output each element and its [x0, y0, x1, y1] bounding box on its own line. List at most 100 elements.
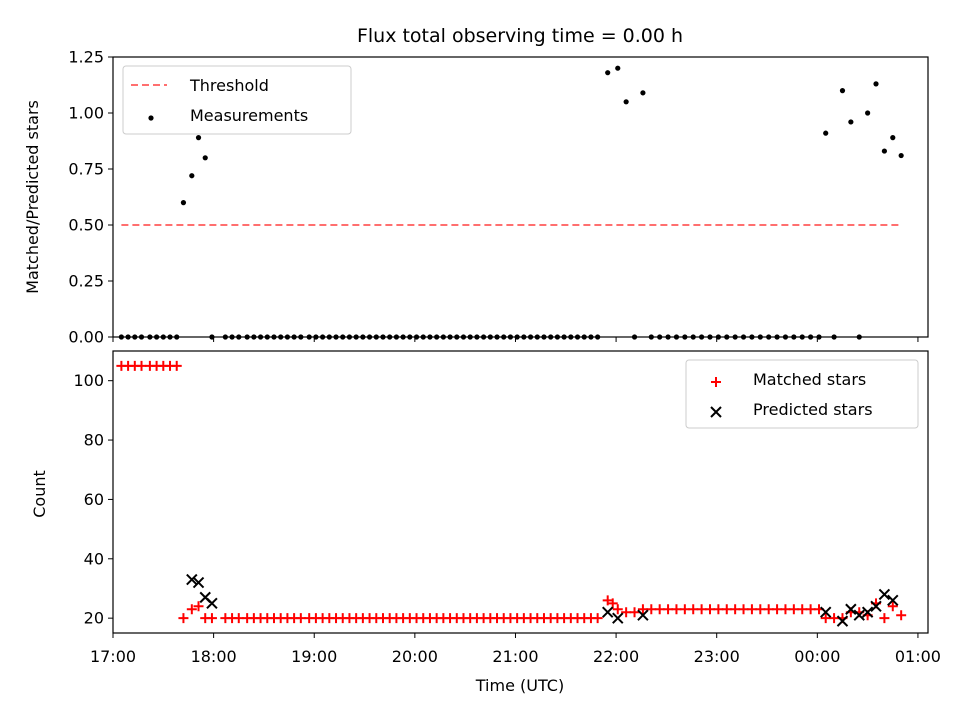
measurement-point — [271, 334, 277, 340]
measurement-point — [534, 334, 540, 340]
matched-star-point — [136, 360, 147, 371]
measurement-point — [774, 334, 780, 340]
measurement-point — [707, 334, 713, 340]
measurement-point — [548, 334, 554, 340]
measurement-point — [749, 334, 755, 340]
measurement-point — [298, 334, 304, 340]
measurement-point — [699, 334, 705, 340]
measurement-point — [823, 130, 829, 136]
measurement-point — [623, 99, 629, 105]
measurement-point — [160, 334, 166, 340]
measurement-point — [320, 334, 326, 340]
bottom-x-tick-label: 20:00 — [392, 647, 438, 666]
measurement-point — [865, 110, 871, 116]
predicted-star-point — [612, 612, 624, 624]
matched-star-point — [671, 604, 682, 615]
matched-star-point — [704, 604, 715, 615]
bottom-x-tick-label: 23:00 — [694, 647, 740, 666]
measurement-point — [766, 334, 772, 340]
matched-star-point — [607, 598, 618, 609]
measurement-point — [306, 334, 312, 340]
top-y-tick-label: 0.25 — [68, 272, 104, 291]
matched-star-point — [879, 613, 890, 624]
bottom-x-axis-label: Time (UTC) — [475, 676, 564, 695]
measurement-point — [326, 334, 332, 340]
matched-star-point — [713, 604, 724, 615]
measurement-point — [236, 334, 242, 340]
bottom-x-tick-label: 00:00 — [794, 647, 840, 666]
measurement-point — [138, 334, 145, 340]
bottom-y-axis-label: Count — [30, 470, 49, 518]
matched-star-point — [829, 613, 840, 624]
bottom-x-tick-label: 01:00 — [895, 647, 941, 666]
measurement-point — [118, 334, 124, 340]
top-y-tick-label: 1.25 — [68, 48, 104, 67]
matched-star-point — [621, 607, 632, 618]
measurement-point — [180, 200, 187, 206]
predicted-star-point — [887, 594, 899, 607]
matched-star-point — [629, 607, 640, 618]
measurement-point — [125, 334, 131, 340]
matched-star-point — [637, 604, 648, 615]
predicted-star-point — [192, 576, 205, 589]
legend-matched-swatch — [711, 377, 721, 387]
measurement-point — [501, 334, 507, 340]
bottom-y-tick-label: 60 — [84, 490, 104, 509]
matched-star-point — [233, 613, 244, 624]
measurement-point — [209, 334, 215, 340]
top-axes-frame — [112, 56, 929, 338]
matched-star-point — [193, 601, 204, 612]
legend-entry-label: Predicted stars — [753, 400, 873, 419]
measurement-point — [541, 334, 547, 340]
top-y-tick-label: 1.00 — [68, 104, 104, 123]
measurement-point — [799, 334, 805, 340]
bottom-x-tick-label: 17:00 — [90, 647, 136, 666]
measurement-point — [595, 334, 601, 340]
measurement-point — [839, 88, 846, 94]
measurement-point — [881, 148, 887, 154]
bottom-x-tick-label: 22:00 — [593, 647, 639, 666]
matched-star-point — [612, 604, 623, 615]
measurement-point — [481, 334, 487, 340]
matched-star-point — [171, 360, 182, 371]
top-y-tick-label: 0.75 — [68, 160, 104, 179]
legend-entry-label: Threshold — [189, 76, 269, 95]
measurement-point — [757, 334, 763, 340]
legend-entry-label: Measurements — [190, 106, 308, 125]
matched-star-point — [805, 604, 816, 615]
measurement-point — [890, 135, 896, 141]
matched-star-point — [730, 604, 741, 615]
measurement-point — [615, 65, 621, 71]
measurement-point — [715, 334, 721, 340]
bottom-x-tick-label: 18:00 — [191, 647, 237, 666]
measurement-point — [189, 173, 195, 179]
measurement-point — [856, 334, 862, 340]
measurement-point — [791, 334, 797, 340]
measurement-point — [474, 334, 480, 340]
measurement-point — [291, 334, 297, 340]
measurement-point — [229, 334, 235, 340]
measurement-point — [407, 334, 413, 340]
top-chart-title: Flux total observing time = 0.00 h — [357, 25, 683, 47]
predicted-star-point — [819, 606, 832, 618]
measurement-point — [380, 334, 386, 340]
predicted-star-point — [186, 573, 198, 586]
matched-star-point — [646, 604, 657, 615]
matched-star-point — [654, 604, 665, 615]
measurement-point — [251, 334, 257, 340]
measurement-point — [420, 334, 426, 340]
measurement-point — [831, 334, 837, 340]
measurement-point — [393, 334, 400, 340]
measurement-point — [898, 152, 904, 159]
legend-entry-label: Matched stars — [753, 370, 866, 389]
measurement-point — [387, 334, 393, 340]
measurement-point — [527, 334, 534, 340]
matched-star-point — [780, 604, 791, 615]
measurement-point — [366, 334, 373, 340]
top-y-axis-label: Matched/Predicted stars — [23, 100, 42, 294]
measurement-point — [514, 334, 520, 340]
bottom-y-tick-label: 20 — [84, 609, 104, 628]
measurement-point — [202, 155, 208, 161]
measurement-point — [346, 334, 353, 340]
predicted-star-point — [870, 600, 882, 612]
